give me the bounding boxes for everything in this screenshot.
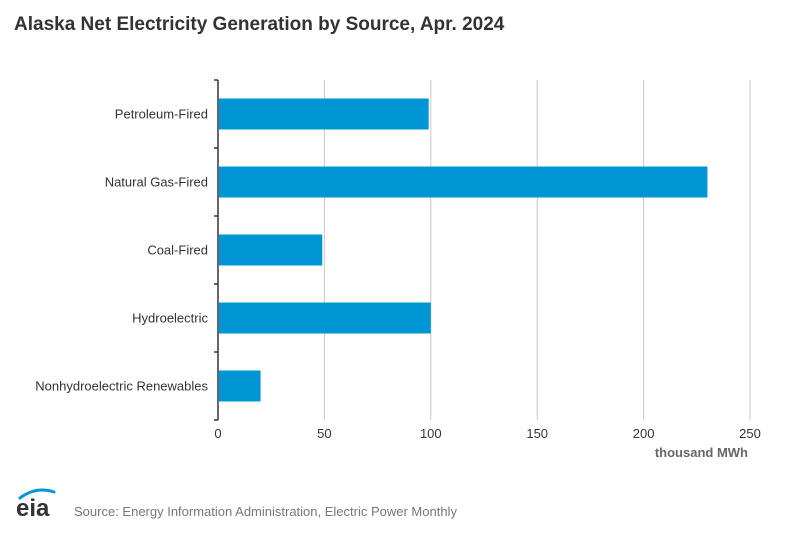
category-label: Coal-Fired — [147, 243, 208, 258]
y-axis — [214, 79, 219, 421]
x-tick-label: 50 — [317, 426, 331, 441]
category-label: Natural Gas-Fired — [105, 175, 208, 190]
bar — [219, 370, 261, 402]
x-tick-label: 250 — [739, 426, 761, 441]
bars — [219, 98, 708, 402]
chart-title: Alaska Net Electricity Generation by Sou… — [14, 14, 505, 35]
eia-logo: eia — [14, 486, 62, 527]
bar — [219, 98, 429, 130]
grid-lines — [323, 80, 751, 420]
bar — [219, 234, 323, 266]
category-labels: Petroleum-Fired Natural Gas-Fired Coal-Fir… — [35, 107, 208, 394]
x-tick-labels: 0 50 100 150 200 250 — [214, 426, 760, 441]
x-tick-label: 200 — [633, 426, 655, 441]
category-label: Petroleum-Fired — [115, 107, 208, 122]
x-tick-label: 0 — [214, 426, 221, 441]
x-tick-label: 100 — [420, 426, 442, 441]
category-label: Hydroelectric — [132, 311, 208, 326]
x-tick-label: 150 — [526, 426, 548, 441]
eia-logo-text: eia — [16, 495, 50, 522]
bar — [219, 166, 708, 198]
bar — [219, 302, 431, 334]
x-axis-unit-label: thousand MWh — [655, 445, 748, 460]
source-note: Source: Energy Information Administratio… — [74, 504, 457, 519]
category-label: Nonhydroelectric Renewables — [35, 379, 208, 394]
